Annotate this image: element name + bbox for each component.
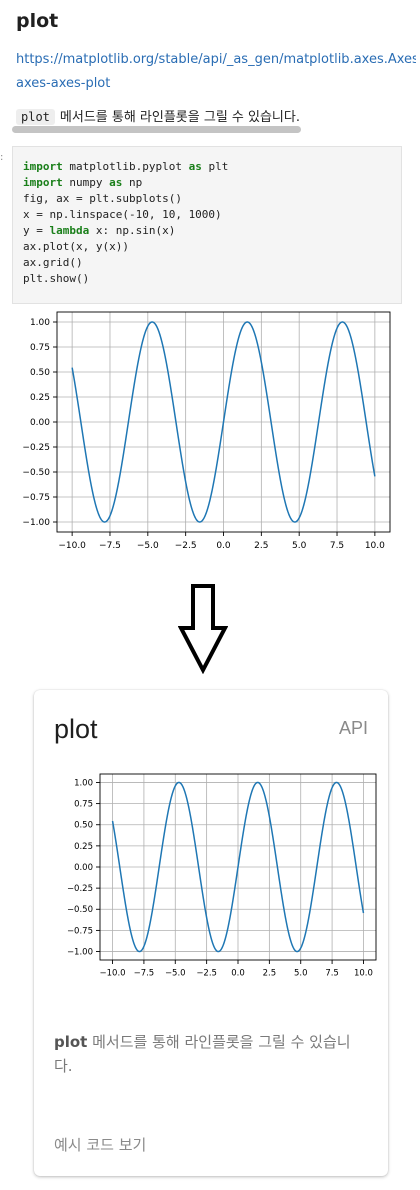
code-text: np xyxy=(122,176,143,189)
card-description-text: 메서드를 통해 라인플롯을 그릴 수 있습니다. xyxy=(54,1033,351,1075)
code-keyword: lambda xyxy=(49,224,90,237)
example-code-link[interactable]: 예시 코드 보기 xyxy=(54,1136,147,1154)
x-tick-label: 5.0 xyxy=(294,969,308,979)
series-line xyxy=(71,321,376,523)
y-tick-label: −0.25 xyxy=(22,443,50,453)
code-keyword: import xyxy=(23,160,63,173)
cell-prompt: : xyxy=(0,152,4,163)
code-text: matplotlib.pyplot xyxy=(62,160,189,173)
section-title: plot xyxy=(16,10,59,32)
card-description: plot 메서드를 통해 라인플롯을 그릴 수 있습니다. xyxy=(54,1030,364,1078)
code-line: fig, ax = plt.subplots() xyxy=(23,191,401,207)
doc-link[interactable]: https://matplotlib.org/stable/api/_as_ge… xyxy=(16,48,416,96)
x-tick-label: 0.0 xyxy=(231,969,245,979)
code-line: import matplotlib.pyplot as plt xyxy=(23,159,401,175)
code-text: plt.show() xyxy=(23,272,90,285)
doc-link-line-2[interactable]: axes-axes-plot xyxy=(16,76,111,91)
code-text: y = xyxy=(23,224,50,237)
card-title: plot xyxy=(54,714,98,744)
code-text: ax.grid() xyxy=(23,256,83,269)
y-tick-label: −0.50 xyxy=(22,468,50,478)
code-block[interactable]: import matplotlib.pyplot as plt import nu… xyxy=(12,146,402,304)
y-tick-label: 0.00 xyxy=(74,863,93,873)
code-line: import numpy as np xyxy=(23,175,401,191)
y-tick-label: −0.25 xyxy=(67,884,93,894)
y-tick-label: 0.00 xyxy=(30,418,50,428)
y-tick-label: −0.75 xyxy=(22,493,50,503)
y-tick-label: 0.75 xyxy=(74,800,93,810)
series-line xyxy=(111,781,365,953)
card-inline-code: plot xyxy=(54,1033,88,1051)
y-tick-label: 1.00 xyxy=(30,318,50,328)
code-text: numpy xyxy=(62,176,110,189)
description-text: 메서드를 통해 라인플롯을 그릴 수 있습니다. xyxy=(59,110,300,125)
doc-link-line-1[interactable]: https://matplotlib.org/stable/api/_as_ge… xyxy=(16,52,416,67)
api-badge: API xyxy=(338,718,368,738)
x-tick-label: 7.5 xyxy=(330,541,344,551)
description: plot 메서드를 통해 라인플롯을 그릴 수 있습니다. xyxy=(16,106,300,125)
y-tick-label: 0.25 xyxy=(74,842,93,852)
y-tick-label: 0.50 xyxy=(30,368,50,378)
x-tick-label: 2.5 xyxy=(263,969,277,979)
line-plot: −10.0 −7.5 −5.0 −2.5 0.0 2.5 5.0 7.5 10.0 −1.00 −0… xyxy=(22,311,391,551)
x-tick-label: −2.5 xyxy=(175,541,197,551)
code-line: ax.plot(x, y(x)) xyxy=(23,239,401,255)
y-tick-label: 0.75 xyxy=(30,343,50,353)
code-keyword: as xyxy=(109,176,123,189)
api-card[interactable]: plot API −10.0 −7.5 −5.0 −2.5 0.0 2.5 5.0 7.5 10… xyxy=(34,690,388,1176)
code-line: ax.grid() xyxy=(23,255,401,271)
code-text: fig, ax = plt.subplots() xyxy=(23,192,182,205)
x-tick-label: 10.0 xyxy=(354,969,373,979)
down-arrow-icon xyxy=(178,584,228,674)
y-tick-label: 1.00 xyxy=(74,778,93,788)
x-tick-label: 0.0 xyxy=(216,541,231,551)
x-tick-label: 10.0 xyxy=(365,541,385,551)
x-tick-label: 2.5 xyxy=(254,541,268,551)
x-tick-label: −10.0 xyxy=(58,541,86,551)
code-line: y = lambda x: np.sin(x) xyxy=(23,223,401,239)
code-text: ax.plot(x, y(x)) xyxy=(23,240,129,253)
code-line: plt.show() xyxy=(23,271,401,287)
y-tick-label: 0.50 xyxy=(74,821,93,831)
code-text: plt xyxy=(201,160,229,173)
x-tick-label: −5.0 xyxy=(137,541,159,551)
x-tick-label: 7.5 xyxy=(325,969,339,979)
y-tick-label: −1.00 xyxy=(22,518,50,528)
x-tick-label: −7.5 xyxy=(99,541,121,551)
x-tick-label: −7.5 xyxy=(134,969,155,979)
inline-code: plot xyxy=(16,109,55,125)
x-tick-label: −10.0 xyxy=(100,969,126,979)
code-keyword: as xyxy=(188,160,202,173)
code-line: x = np.linspace(-10, 10, 1000) xyxy=(23,207,401,223)
code-text: x: np.sin(x) xyxy=(89,224,176,237)
x-tick-label: 5.0 xyxy=(292,541,307,551)
card-line-plot: −10.0 −7.5 −5.0 −2.5 0.0 2.5 5.0 7.5 10.0 −1.00 −0… xyxy=(67,773,377,979)
y-tick-label: 0.25 xyxy=(30,393,50,403)
x-tick-label: −5.0 xyxy=(165,969,186,979)
x-tick-label: −2.5 xyxy=(196,969,217,979)
y-tick-label: −0.75 xyxy=(67,926,93,936)
y-tick-label: −0.50 xyxy=(67,905,93,915)
code-keyword: import xyxy=(23,176,63,189)
y-tick-label: −1.00 xyxy=(67,948,93,958)
code-text: x = np.linspace(-10, 10, 1000) xyxy=(23,208,222,221)
horizontal-scrollbar[interactable] xyxy=(12,126,301,133)
